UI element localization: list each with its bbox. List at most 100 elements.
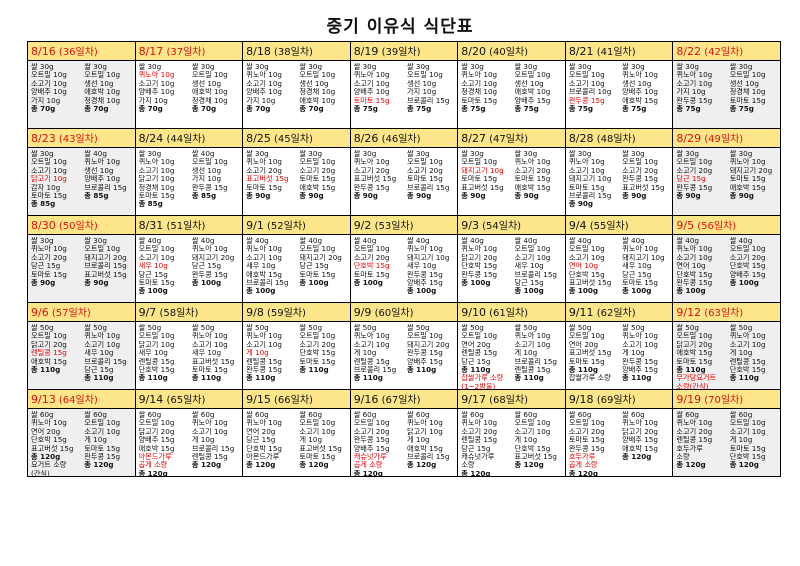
week-row: 8/23 (43일차) 쌀 30g 오트밀 10g 소고기 10g 닭고기 10g 감자 … — [27, 128, 781, 216]
ingredient-line: 퀴노아 10g — [246, 332, 282, 341]
day-header: 8/26 (46일차) — [351, 129, 457, 148]
ingredient-line: 호두가루 — [676, 444, 703, 453]
ingredient-line: 연어 20g — [31, 427, 61, 436]
ingredient-line: 소고기 10g — [514, 427, 551, 436]
ingredient-line: 양배추 10g — [31, 88, 67, 97]
ingredient-line: 애호박 10g — [514, 88, 551, 97]
ingredient-line: 생선 10g — [84, 166, 114, 175]
meal-total: 총 110g — [568, 366, 599, 375]
day-date: 9/7 — [138, 306, 157, 319]
ingredient-line: 게 10g — [191, 436, 215, 445]
day-number: (45일차) — [274, 134, 313, 145]
meal-total: 총 110g — [138, 374, 168, 383]
ingredient-line: 단호박 15g — [729, 366, 766, 375]
ingredient-line: 양배추 10g — [84, 175, 121, 184]
ingredient-line: 토마토 15g — [568, 183, 605, 192]
ingredient-line: 쌀 50g — [461, 324, 484, 332]
ingredient-line: 소고기 20g — [676, 427, 713, 436]
ingredient-line: 쌀 40g — [676, 237, 699, 245]
day-number: (48일차) — [596, 134, 636, 145]
ingredient-line: 표고버섯 15g — [568, 279, 612, 288]
day-date: 9/2 — [353, 219, 372, 232]
ingredient-line: 완두콩 15g — [353, 183, 390, 192]
ingredient-line: 완두콩 15g — [568, 96, 605, 105]
meal-total: 총 90g — [84, 279, 109, 288]
ingredient-line: 애호박 15g — [514, 183, 551, 192]
ingredient-line: 당근 15g — [461, 357, 491, 366]
day-meals: 쌀 40g 퀴노아 10g 닭고기 20g 단호박 15g 완두콩 15g 총 100g 쌀… — [459, 235, 565, 302]
meal-total: 총 120g — [514, 461, 544, 470]
day-cell: 9/6 (57일차) 쌀 50g 오트밀 10g 닭고기 20g 렌틸콩 15g 애호박 … — [27, 302, 136, 390]
meal-total: 총 90g — [353, 192, 378, 201]
day-date: 9/19 — [676, 393, 702, 406]
day-number: (57일차) — [51, 308, 91, 319]
ingredient-line: 애호박 15g — [299, 183, 336, 192]
ingredient-line: 소량 — [461, 461, 475, 470]
ingredient-line: 퀴노아 10g — [461, 245, 498, 254]
ingredient-line: 쌀 50g — [246, 324, 269, 332]
meal-total: 총 110g — [461, 366, 491, 375]
ingredient-line: 쌀 30g — [514, 150, 538, 158]
ingredient-line: 오트밀 10g — [676, 158, 713, 167]
ingredient-line: 오트밀 10g — [299, 332, 336, 341]
ingredient-line: 오트밀 10g — [406, 158, 443, 167]
ingredient-line: 쌀 50g — [568, 324, 592, 332]
ingredient-line: 쌀 30g — [353, 150, 377, 158]
day-date: 8/23 — [31, 132, 56, 145]
day-meals: 쌀 30g 퀴노아 10g 소고기 10g 양배추 10g 가지 10g 총 70g 쌀 3… — [244, 61, 350, 128]
day-cell: 9/9 (60일차) 쌀 50g 퀴노아 10g 소고기 10g 게 10g 렌틸콩 15… — [349, 302, 459, 390]
meal-two: 쌀 50g 퀴노아 10g 소고기 10g 게 10g 완두콩 15g 양배추 15g 총 … — [619, 322, 672, 389]
ingredient-line: 소고기 10g — [676, 79, 713, 88]
ingredient-line: 퀴노아 10g — [514, 332, 551, 341]
meal-total: 총 85g — [84, 192, 109, 201]
ingredient-line: 브로콜리 15g — [406, 453, 450, 462]
ingredient-line: 당근 15g — [299, 262, 329, 271]
day-date: 8/27 — [461, 132, 486, 145]
ingredient-line: 쌀 30g — [568, 150, 592, 158]
day-number: (67일차) — [381, 395, 421, 406]
day-date: 8/24 — [138, 132, 164, 145]
day-meals: 쌀 50g 오트밀 10g 닭고기 10g 새우 10g 렌틸콩 15g 단호박 15g 총… — [136, 322, 242, 389]
ingredient-line: 돼지고기 20g — [729, 166, 773, 175]
ingredient-line: 소고기 20g — [353, 166, 390, 175]
ingredient-line: 퀴노아 10g — [138, 71, 175, 80]
ingredient-line: 새우 10g — [246, 262, 276, 271]
ingredient-line: 쌀 50g — [514, 324, 538, 332]
ingredient-line: 퀴노아 10g — [622, 332, 658, 341]
meal-total: 총 100g — [676, 287, 706, 296]
ingredient-line: 돼지고기 10g — [622, 253, 665, 262]
ingredient-line: 소고기 20g — [406, 166, 443, 175]
ingredient-line: 토마토 15g — [568, 357, 605, 366]
meal-one: 쌀 30g 퀴노아 10g 소고기 10g 청경채 10g 토마토 15g 총 75g — [459, 61, 512, 128]
ingredient-line: 쌀 40g — [353, 237, 377, 245]
meal-total: 총 110g — [84, 374, 114, 383]
ingredient-line: 오트밀 10g — [406, 71, 443, 80]
ingredient-line: 쌀 40g — [299, 237, 323, 245]
ingredient-line: 오트밀 10g — [191, 158, 228, 167]
day-header: 9/10 (61일차) — [458, 303, 565, 322]
ingredient-line: 쌀 30g — [676, 63, 699, 71]
ingredient-line: 소고기 10g — [729, 340, 766, 349]
day-header: 9/2 (53일차) — [351, 216, 457, 235]
day-number: (65일차) — [166, 395, 206, 406]
day-cell: 9/7 (58일차) 쌀 50g 오트밀 10g 닭고기 10g 새우 10g 렌틸콩 1… — [134, 302, 244, 390]
meal-two: 쌀 30g 퀴노아 10g 소고기 20g 토마토 15g 애호박 15g 총 90g — [512, 148, 565, 215]
ingredient-line: 단호박 15g — [31, 436, 67, 445]
ingredient-line: 쌀 30g — [246, 63, 269, 71]
ingredient-line: 쌀 30g — [299, 63, 323, 71]
meal-two: 쌀 50g 오트밀 10g 돼지고기 20g 완두콩 15g 양배추 15g 총 110g — [404, 322, 457, 389]
day-date: 8/18 — [246, 45, 271, 58]
meal-total: 총 85g — [138, 200, 163, 209]
day-cell: 9/18 (69일차) 쌀 60g 오트밀 10g 소고기 20g 토마토 15g 완두콩… — [564, 389, 674, 477]
meal-total: 총 100g — [514, 287, 544, 296]
ingredient-line: 쌀 50g — [31, 324, 54, 332]
day-meals: 쌀 30g 퀴노아 10g 소고기 10g 양배추 10g 가지 10g 총 70g 쌀 3… — [136, 61, 242, 128]
ingredient-line: 오트밀 10g — [84, 245, 121, 254]
day-cell: 9/5 (56일차) 쌀 40g 퀴노아 10g 소고기 10g 연어 10g 단호박 1… — [672, 215, 781, 303]
ingredient-line: 가지 10g — [138, 96, 168, 105]
meal-one: 쌀 50g 오트밀 10g 닭고기 10g 새우 10g 렌틸콩 15g 단호박 15g 총… — [136, 322, 189, 389]
ingredient-line: 양배추 15g — [729, 270, 766, 279]
ingredient-line: 생선 10g — [191, 79, 222, 88]
ingredient-line: 생선 10g — [84, 79, 114, 88]
day-number: (36일차) — [58, 47, 98, 58]
